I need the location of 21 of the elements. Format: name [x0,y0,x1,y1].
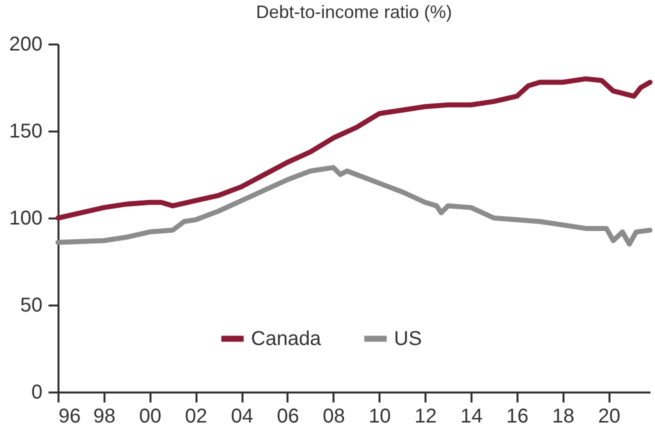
x-tick-label: 20 [598,406,620,428]
x-tick-label: 16 [506,406,529,428]
y-tick-label: 0 [31,382,42,404]
legend-label: US [394,328,422,350]
x-tick-label: 08 [322,406,345,428]
x-tick-label: 06 [276,406,300,428]
x-tick-label: 12 [414,406,437,428]
x-tick-label: 98 [93,406,116,428]
x-tick-label: 96 [58,406,81,428]
x-tick-label: 00 [139,406,162,428]
y-tick-label: 200 [9,34,42,56]
x-tick-label: 04 [230,406,254,428]
y-tick-label: 150 [9,120,42,142]
y-tick-label: 50 [20,294,42,316]
y-tick-label: 100 [9,208,42,230]
x-tick-label: 10 [368,406,391,428]
chart-title: Debt-to-income ratio (%) [256,2,452,22]
x-tick-label: 14 [460,406,483,428]
x-tick-label: 18 [552,406,574,428]
legend-label: Canada [251,328,322,350]
x-tick-label: 02 [185,406,208,428]
